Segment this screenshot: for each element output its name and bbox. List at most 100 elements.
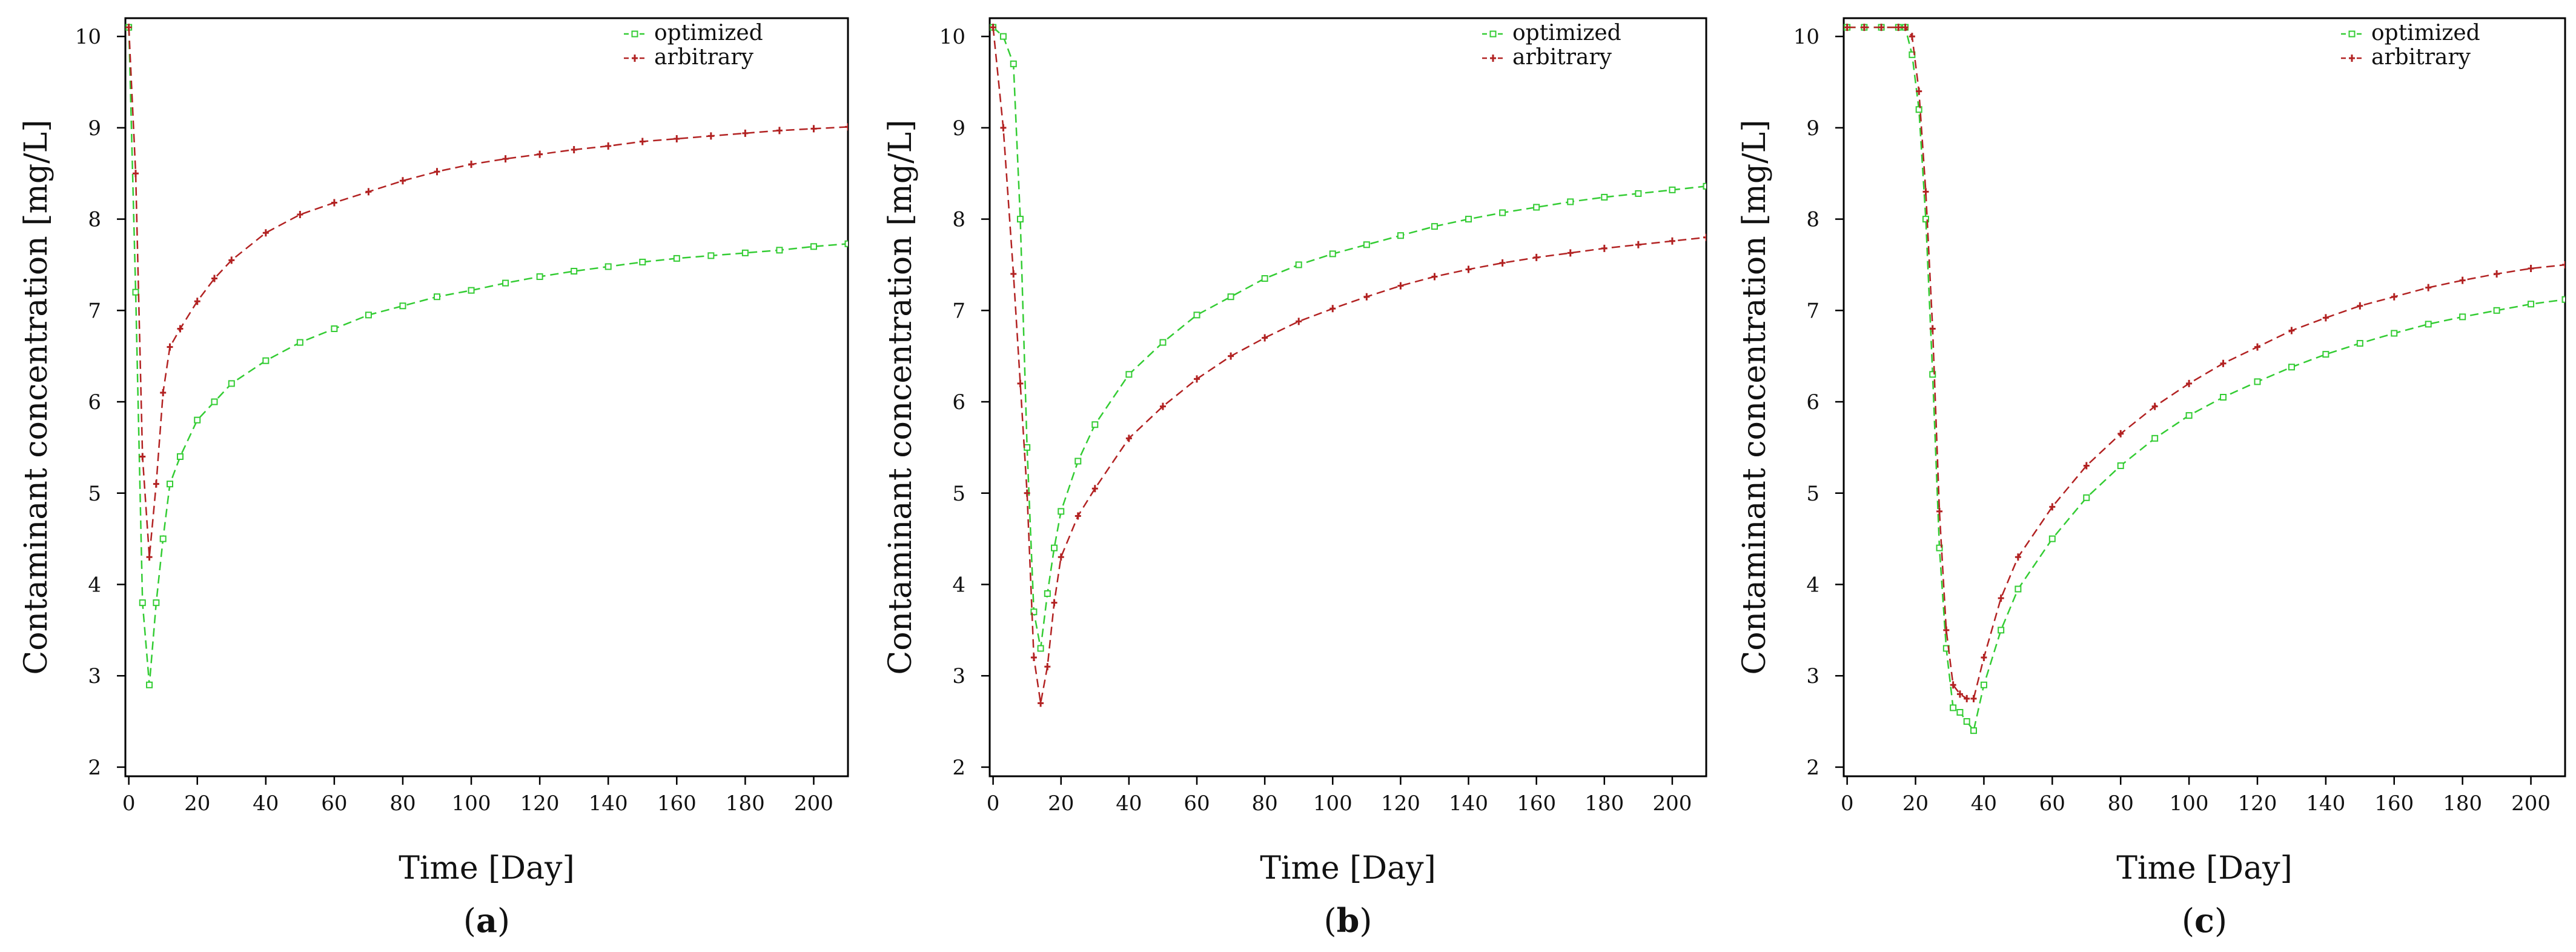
data-point-optimized: [1227, 293, 1234, 301]
data-point-arbitrary: [845, 123, 848, 131]
data-point-arbitrary: [1970, 694, 1977, 702]
x-tick-label: 160: [2374, 791, 2414, 816]
data-point-arbitrary: [2049, 503, 2056, 511]
legend-label: arbitrary: [1512, 45, 1612, 70]
legend-entry-optimized: optimized: [624, 21, 763, 45]
y-tick-label: 3: [88, 664, 101, 688]
x-tick-label: 140: [2306, 791, 2345, 816]
x-axis-label: Time [Day]: [2116, 850, 2293, 887]
panel-letter: a: [476, 901, 497, 940]
data-point-optimized: [2356, 340, 2363, 347]
data-point-arbitrary: [2083, 462, 2090, 470]
data-point-optimized: [2254, 378, 2261, 385]
data-point-optimized: [1058, 508, 1065, 515]
data-point-optimized: [2322, 351, 2329, 358]
x-tick-label: 100: [1313, 791, 1353, 816]
data-point-optimized: [468, 287, 475, 294]
y-tick-label: 9: [88, 116, 101, 141]
x-tick-label: 20: [184, 791, 210, 816]
data-point-arbitrary: [537, 150, 543, 158]
series-line-optimized: [992, 27, 1706, 649]
data-point-arbitrary: [1091, 485, 1098, 493]
data-point-arbitrary: [1051, 599, 1058, 607]
y-tick-label: 4: [88, 573, 101, 597]
data-point-optimized: [1329, 250, 1336, 258]
data-point-optimized: [2561, 296, 2565, 303]
series-arbitrary: [1844, 24, 2565, 702]
data-point-optimized: [1499, 209, 1506, 216]
y-tick-label: 5: [952, 482, 965, 506]
data-point-optimized: [1024, 444, 1031, 451]
y-tick-label: 8: [88, 208, 101, 232]
x-tick-label: 120: [1381, 791, 1420, 816]
data-point-optimized: [1010, 60, 1017, 67]
data-point-optimized: [844, 240, 848, 247]
data-point-optimized: [1963, 718, 1970, 725]
y-tick-label: 6: [952, 390, 965, 414]
x-axis-label: Time [Day]: [399, 850, 575, 887]
data-point-optimized: [2493, 307, 2500, 314]
x-tick-label: 160: [657, 791, 697, 816]
data-point-optimized: [741, 249, 749, 256]
plot-frame: [1843, 17, 2566, 777]
data-point-arbitrary: [1669, 237, 1675, 245]
data-point-arbitrary: [571, 146, 577, 154]
data-point-arbitrary: [1228, 352, 1234, 360]
legend-marker: [2349, 55, 2355, 62]
data-point-optimized: [2391, 330, 2398, 337]
series-arbitrary: [990, 24, 1706, 707]
data-point-arbitrary: [2494, 270, 2500, 278]
data-point-arbitrary: [1125, 434, 1132, 442]
data-point-arbitrary: [1635, 241, 1641, 248]
data-point-arbitrary: [153, 480, 159, 488]
data-point-optimized: [262, 357, 270, 364]
legend-entry-optimized: optimized: [1482, 21, 1621, 45]
data-point-optimized: [399, 302, 406, 310]
y-tick-label: 5: [88, 482, 101, 506]
x-tick-label: 180: [1584, 791, 1624, 816]
data-point-optimized: [1915, 106, 1922, 113]
x-axis-label: Time [Day]: [1260, 850, 1436, 887]
x-tick-label: 40: [253, 791, 279, 816]
data-point-arbitrary: [1194, 375, 1200, 383]
data-point-arbitrary: [132, 170, 139, 178]
data-point-arbitrary: [1159, 402, 1166, 410]
data-point-arbitrary: [125, 24, 132, 32]
x-tick-label: 40: [1971, 791, 1997, 816]
data-point-arbitrary: [160, 388, 167, 396]
data-point-optimized: [2015, 585, 2022, 593]
x-tick-label: 60: [321, 791, 347, 816]
data-point-arbitrary: [1044, 663, 1051, 671]
series-optimized: [1844, 24, 2565, 734]
series-line-optimized: [1847, 26, 2565, 733]
legend-label: arbitrary: [654, 45, 754, 70]
data-point-arbitrary: [990, 24, 996, 32]
panel-letter: b: [1337, 901, 1360, 940]
x-tick-label: 140: [589, 791, 628, 816]
legend-marker: [632, 55, 638, 62]
y-tick-label: 9: [1806, 116, 1819, 141]
y-tick-label: 5: [1806, 482, 1819, 506]
data-point-optimized: [502, 279, 509, 287]
y-tick-label: 9: [952, 116, 965, 141]
data-point-arbitrary: [1998, 594, 2004, 602]
data-point-arbitrary: [1909, 33, 1915, 41]
series-line-arbitrary: [128, 27, 848, 558]
data-point-arbitrary: [1533, 253, 1540, 261]
data-point-arbitrary: [1329, 305, 1336, 313]
data-point-arbitrary: [262, 229, 269, 237]
data-point-arbitrary: [1010, 270, 1017, 278]
data-point-optimized: [1431, 223, 1438, 230]
data-point-optimized: [2528, 301, 2535, 308]
data-point-optimized: [1465, 216, 1472, 223]
x-tick-label: 160: [1517, 791, 1556, 816]
x-tick-label: 60: [2039, 791, 2065, 816]
y-tick-label: 8: [952, 208, 965, 232]
data-point-arbitrary: [1844, 24, 1850, 32]
data-point-arbitrary: [1956, 690, 1963, 698]
y-tick-label: 7: [1806, 299, 1819, 323]
data-point-optimized: [1601, 193, 1608, 201]
data-point-optimized: [2151, 434, 2159, 442]
data-point-arbitrary: [1929, 325, 1936, 333]
data-point-optimized: [1567, 198, 1574, 205]
